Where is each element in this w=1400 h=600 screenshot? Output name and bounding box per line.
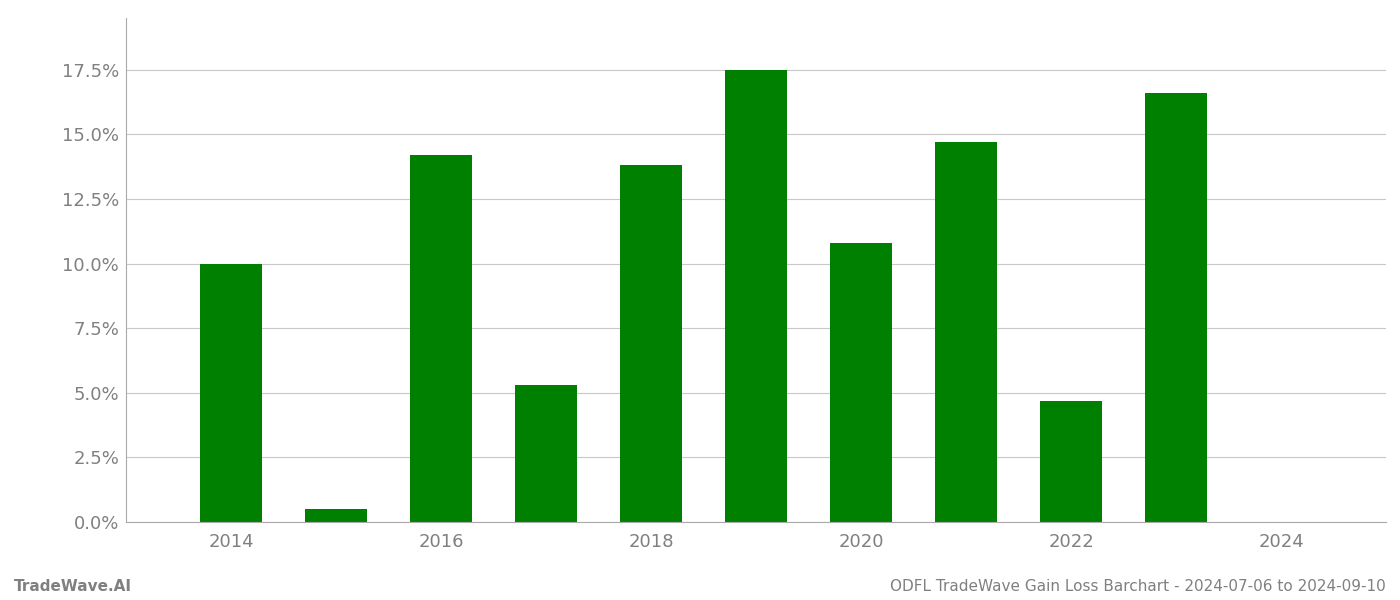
- Bar: [1145, 93, 1207, 522]
- Bar: [409, 155, 472, 522]
- Bar: [619, 166, 682, 522]
- Bar: [515, 385, 577, 522]
- Bar: [829, 243, 892, 522]
- Bar: [1039, 401, 1102, 522]
- Bar: [305, 509, 367, 522]
- Bar: [199, 263, 262, 522]
- Bar: [935, 142, 997, 522]
- Bar: [725, 70, 787, 522]
- Text: TradeWave.AI: TradeWave.AI: [14, 579, 132, 594]
- Text: ODFL TradeWave Gain Loss Barchart - 2024-07-06 to 2024-09-10: ODFL TradeWave Gain Loss Barchart - 2024…: [890, 579, 1386, 594]
